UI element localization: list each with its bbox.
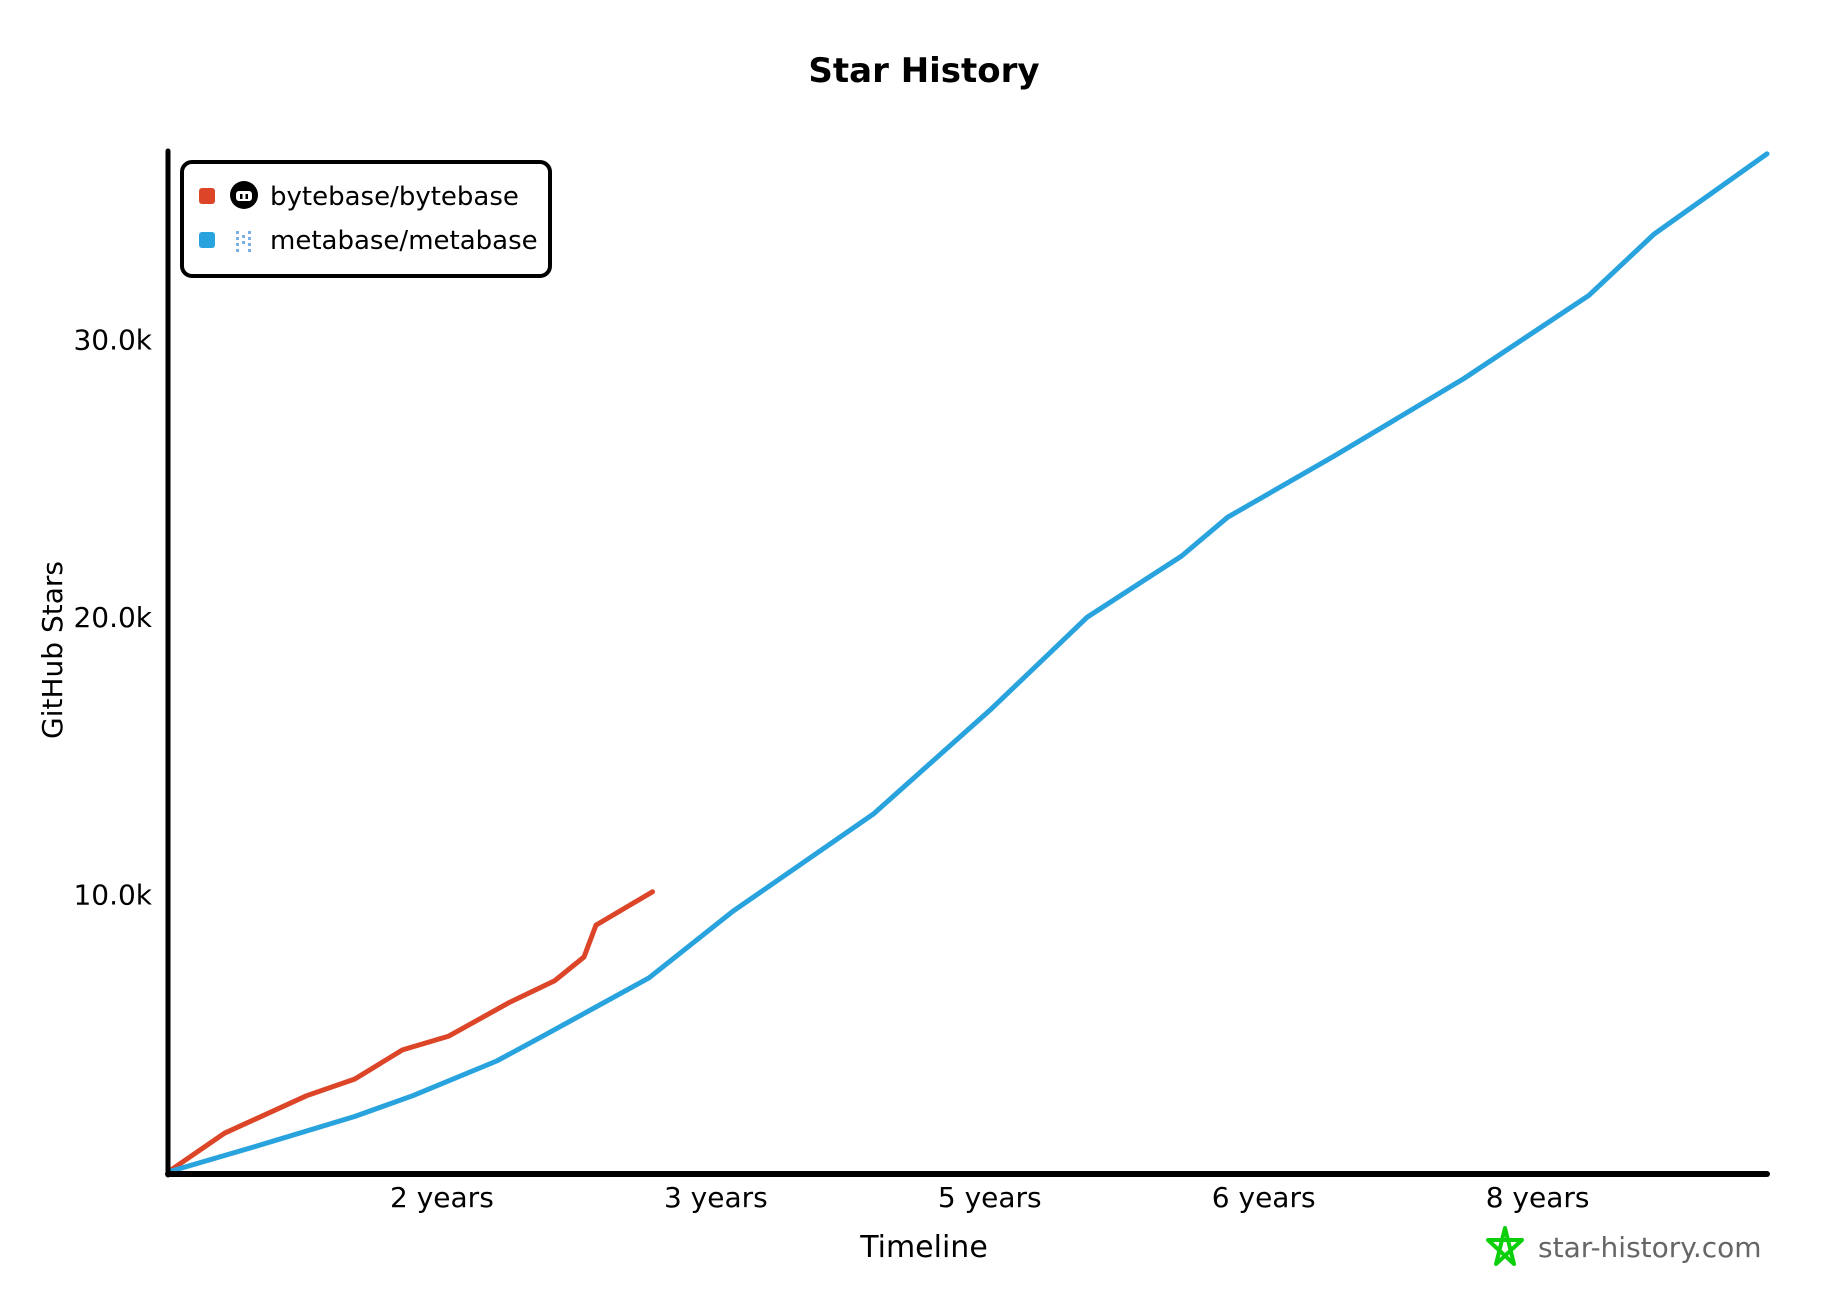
legend-label-bytebase: bytebase/bytebase bbox=[270, 182, 519, 212]
x-tick-label: 3 years bbox=[664, 1181, 768, 1214]
legend: bytebase/bytebase metabase/metabase bbox=[180, 160, 552, 278]
y-tick-label: 30.0k bbox=[73, 324, 152, 357]
legend-swatch-bytebase bbox=[199, 188, 215, 204]
x-axis-label: Timeline bbox=[859, 1230, 988, 1265]
legend-label-metabase: metabase/metabase bbox=[270, 226, 538, 256]
legend-box bbox=[180, 160, 552, 278]
star-logo-icon bbox=[1486, 1226, 1524, 1266]
github-avatar-icon bbox=[230, 181, 258, 209]
y-tick-label: 20.0k bbox=[73, 601, 152, 634]
x-tick-label: 6 years bbox=[1212, 1181, 1316, 1214]
x-tick-label: 5 years bbox=[938, 1181, 1042, 1214]
x-tick-label: 8 years bbox=[1486, 1181, 1590, 1214]
legend-swatch-metabase bbox=[199, 232, 215, 248]
metabase-logo-icon bbox=[236, 231, 251, 252]
x-tick-label: 2 years bbox=[390, 1181, 494, 1214]
y-tick-label: 10.0k bbox=[73, 879, 152, 912]
chart-title: Star History bbox=[808, 51, 1039, 91]
y-axis-label: GitHub Stars bbox=[36, 561, 69, 739]
watermark[interactable]: star-history.com bbox=[1486, 1226, 1762, 1266]
watermark-text: star-history.com bbox=[1538, 1231, 1762, 1264]
series-line-metabase bbox=[165, 151, 1770, 1175]
series-line-bytebase bbox=[165, 889, 655, 1175]
